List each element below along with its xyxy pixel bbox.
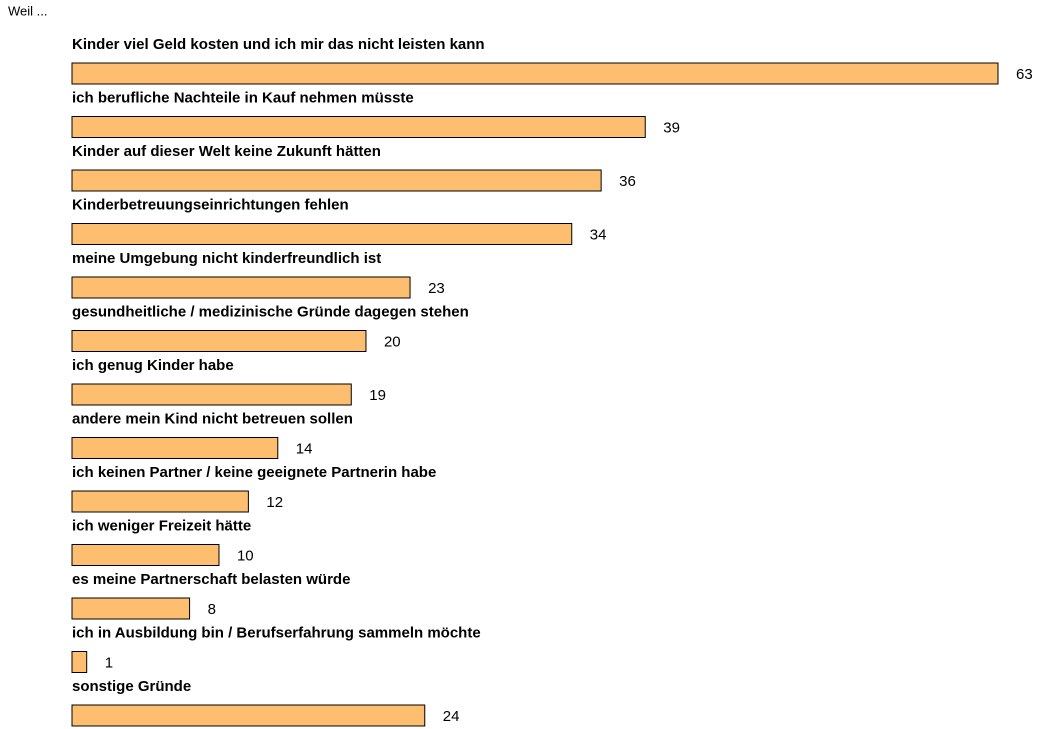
bar (71, 437, 279, 459)
category-label: meine Umgebung nicht kinderfreundlich is… (72, 250, 381, 267)
bar (71, 597, 191, 620)
category-label: sonstige Gründe (72, 678, 191, 695)
value-label: 14 (296, 440, 313, 457)
bar (71, 490, 249, 513)
value-label: 34 (590, 226, 607, 243)
bar (71, 62, 999, 85)
category-label: ich berufliche Nachteile in Kauf nehmen … (72, 89, 414, 106)
bar (71, 544, 220, 566)
value-label: 63 (1016, 66, 1033, 83)
bar (71, 169, 602, 192)
category-label: Kinder auf dieser Welt keine Zukunft hät… (72, 143, 381, 160)
bar (71, 330, 367, 352)
bar (71, 223, 573, 245)
category-label: gesundheitliche / medizinische Gründe da… (72, 303, 469, 320)
category-label: ich weniger Freizeit hätte (72, 517, 251, 534)
bar (71, 276, 411, 299)
category-label: es meine Partnerschaft belasten würde (72, 571, 350, 588)
bar (71, 651, 88, 673)
value-label: 20 (384, 333, 401, 350)
category-label: ich genug Kinder habe (72, 357, 234, 374)
bar (71, 704, 426, 727)
value-label: 19 (369, 387, 386, 404)
category-label: ich keinen Partner / keine geeignete Par… (72, 464, 436, 481)
value-label: 36 (619, 173, 636, 190)
category-label: Kinder viel Geld kosten und ich mir das … (72, 36, 485, 53)
chart-title: Weil ... (8, 3, 48, 18)
value-label: 24 (443, 708, 460, 725)
value-label: 12 (266, 494, 283, 511)
value-label: 23 (428, 280, 445, 297)
value-label: 8 (208, 601, 216, 618)
value-label: 10 (237, 547, 254, 564)
bar (71, 116, 646, 138)
category-label: ich in Ausbildung bin / Berufserfahrung … (72, 624, 481, 641)
category-label: Kinderbetreuungseinrichtungen fehlen (72, 196, 349, 213)
bar (71, 383, 352, 406)
category-label: andere mein Kind nicht betreuen sollen (72, 410, 353, 427)
value-label: 39 (663, 119, 680, 136)
value-label: 1 (105, 654, 113, 671)
